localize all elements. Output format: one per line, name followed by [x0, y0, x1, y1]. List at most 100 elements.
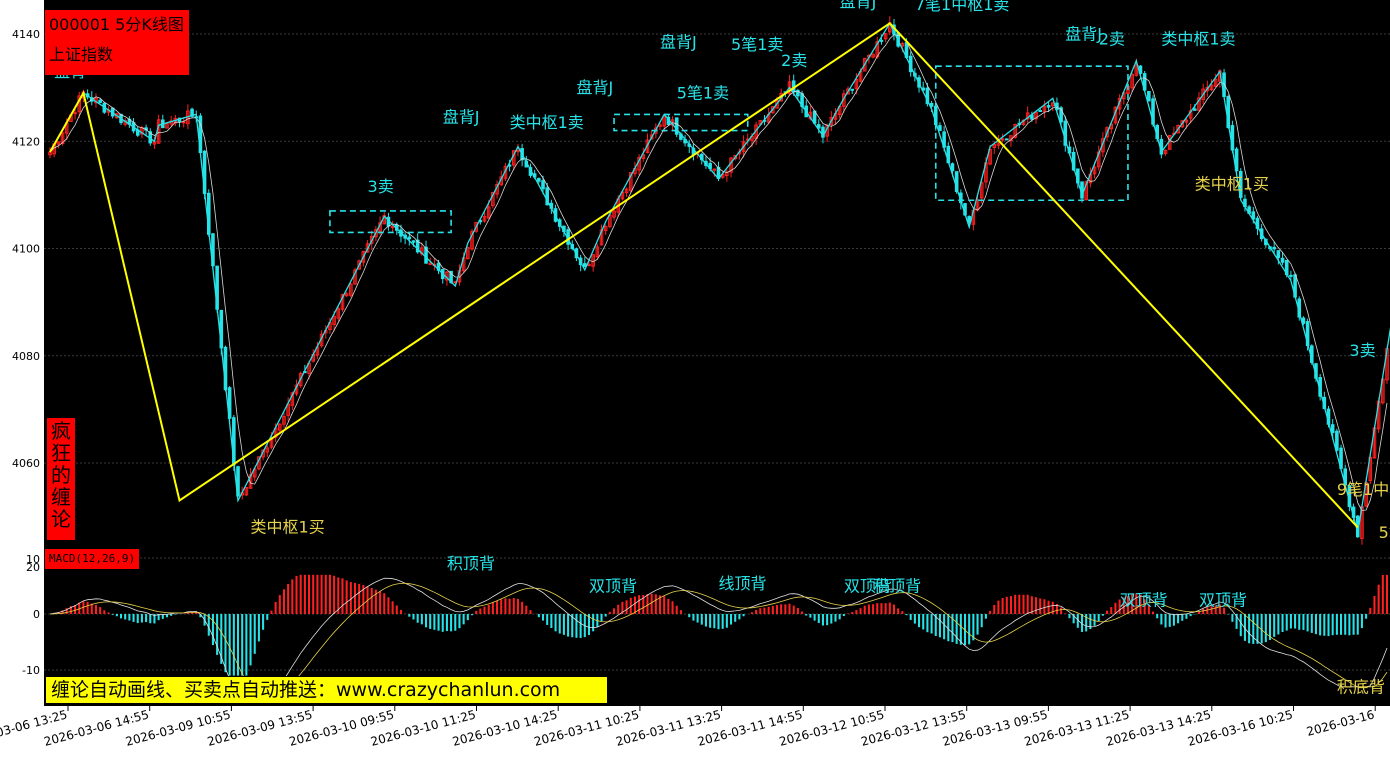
- candle-body: [929, 102, 934, 107]
- macd-tick-label: 10: [26, 553, 40, 566]
- candle-body: [390, 226, 395, 229]
- candle-body: [816, 124, 821, 129]
- chart-title: 000001 5分K线图: [49, 15, 184, 34]
- candle-body: [482, 216, 487, 222]
- candle-body: [612, 210, 616, 218]
- candle-body: [1193, 108, 1197, 111]
- candle-body: [244, 486, 249, 496]
- candle-body: [1272, 246, 1276, 250]
- chart-subtitle: 上证指数: [49, 45, 114, 64]
- candle-body: [474, 221, 478, 232]
- candle-body: [165, 123, 169, 129]
- candle-body: [591, 254, 595, 267]
- annotation-label: 盘背J: [1065, 24, 1102, 43]
- candle-body: [1197, 97, 1201, 111]
- candle-body: [332, 316, 336, 326]
- promo-banner[interactable]: 缠论自动画线、买卖点自动推送：www.crazychanlun.com: [45, 676, 608, 704]
- candle-body: [340, 294, 345, 310]
- candle-body: [1201, 88, 1205, 101]
- candle-body: [674, 117, 679, 135]
- annotation-label: 7笔1中枢1卖: [915, 0, 1010, 14]
- candle-body: [741, 141, 746, 153]
- annotation-label: 盘背J: [443, 107, 480, 126]
- candle-body: [282, 416, 286, 425]
- candle-body: [466, 247, 470, 260]
- grid-lines: [44, 33, 1390, 671]
- annotation-label: 类中枢1卖: [510, 113, 584, 132]
- candle-body: [1092, 166, 1097, 175]
- annotation-label: 2卖: [781, 51, 807, 70]
- candle-body: [1280, 257, 1285, 263]
- candle-body: [950, 163, 955, 172]
- candle-body: [56, 141, 61, 145]
- macd-panel: [49, 574, 1389, 688]
- candle-body: [733, 154, 738, 160]
- candle-body: [415, 239, 420, 253]
- title-box: 000001 5分K线图 上证指数: [45, 10, 189, 75]
- candle-body: [662, 115, 666, 127]
- macd-annotation-label: 积顶背: [873, 577, 921, 596]
- candle-body: [1330, 424, 1335, 434]
- candle-body: [595, 246, 600, 258]
- candle-body: [486, 206, 491, 219]
- macd-annotation-label: 积底背: [1337, 677, 1385, 696]
- candle-body: [883, 33, 888, 40]
- stroke-lines: [49, 21, 1390, 533]
- segment-lines: [49, 21, 1359, 529]
- candle-body: [587, 264, 591, 267]
- pivot-zone: [613, 113, 749, 132]
- candle-body: [73, 112, 77, 115]
- annotation-label: 3卖: [368, 177, 394, 196]
- annotation-label: 盘背J: [660, 32, 697, 51]
- candle-body: [1176, 125, 1180, 134]
- candle-body: [879, 39, 884, 42]
- side-badge: 疯狂的缠论: [47, 418, 75, 540]
- annotation-label: 3卖: [1349, 341, 1375, 360]
- price-tick-label: 4080: [12, 350, 40, 363]
- price-y-axis: 4060 4080 4100 4120 4140: [12, 28, 40, 470]
- macd-annotation-label: 双顶背: [844, 577, 892, 596]
- candle-body: [1255, 217, 1260, 229]
- candle-body: [1209, 84, 1214, 91]
- candle-body: [190, 108, 194, 117]
- candle-body: [1034, 111, 1038, 120]
- candle-body: [537, 177, 541, 182]
- candle-body: [1205, 86, 1210, 92]
- candle-body: [712, 168, 717, 171]
- candle-body: [829, 117, 834, 125]
- candle-body: [344, 293, 349, 297]
- annotation-label: 盘背J: [576, 78, 613, 97]
- candle-body: [583, 263, 587, 268]
- candle-body: [821, 126, 825, 138]
- price-tick-label: 4140: [12, 28, 40, 41]
- annotation-label: 2卖: [1099, 30, 1125, 49]
- annotation-label: 5笔1卖: [677, 83, 729, 102]
- candle-body: [846, 88, 850, 95]
- annotation-label: 5笔1卖: [731, 35, 783, 54]
- candle-body: [428, 262, 433, 265]
- candle-body: [1038, 110, 1043, 113]
- candle-body: [1084, 181, 1088, 201]
- stroke-polyline: [49, 21, 1390, 533]
- candle-body: [1130, 74, 1134, 89]
- candle-body: [516, 150, 520, 153]
- candle-body: [1105, 127, 1109, 138]
- candle-body: [60, 132, 65, 144]
- candle-body: [369, 235, 374, 244]
- candle-body: [1276, 250, 1281, 259]
- candle-body: [796, 90, 800, 97]
- pivot-zone: [329, 210, 452, 234]
- candle-body: [1046, 105, 1051, 108]
- candle-body: [1000, 138, 1005, 141]
- candle-body: [1163, 149, 1168, 154]
- candle-body: [411, 240, 416, 243]
- candle-body: [850, 88, 854, 91]
- candle-body: [938, 125, 942, 131]
- candle-body: [871, 54, 875, 58]
- macd-annotation-label: 双顶背: [589, 577, 637, 596]
- annotation-label: 5笔类1: [1379, 523, 1390, 542]
- candle-body: [649, 134, 654, 140]
- annotation-label: 类中枢1卖: [1161, 30, 1235, 49]
